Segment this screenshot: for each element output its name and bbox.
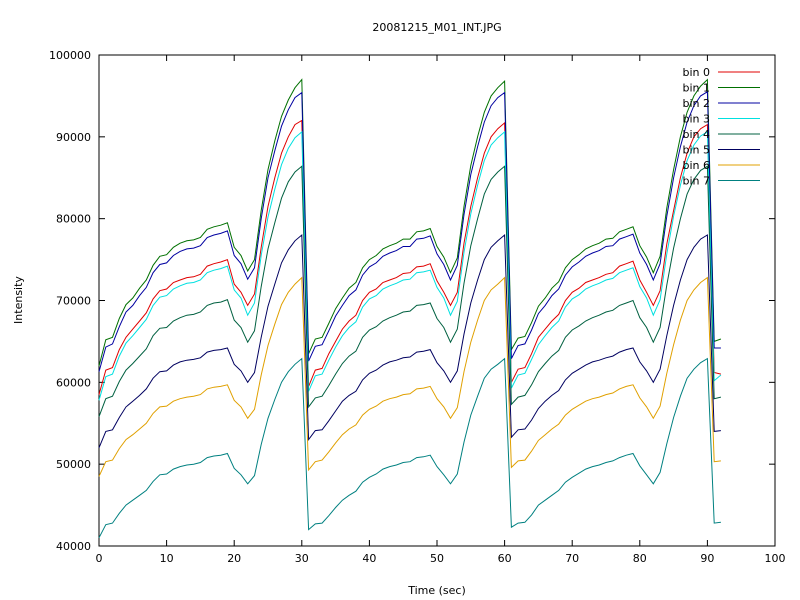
chart-title: 20081215_M01_INT.JPG	[372, 21, 501, 34]
x-tick-label: 0	[96, 552, 103, 565]
x-tick-label: 80	[633, 552, 647, 565]
x-tick-label: 20	[227, 552, 241, 565]
x-tick-label: 70	[565, 552, 579, 565]
axis-ticks: 0 10 20 30 40 50 60 70 80 90 100 40000 50000 60000 700…	[49, 49, 786, 565]
y-tick-label: 70000	[56, 295, 91, 308]
y-tick-label: 40000	[56, 540, 91, 553]
x-tick-label: 100	[765, 552, 786, 565]
y-tick-label: 90000	[56, 131, 91, 144]
series-line-bin-5	[98, 233, 721, 448]
x-tick-label: 60	[498, 552, 512, 565]
series-line-bin-2	[98, 90, 721, 372]
legend: bin 0 bin 1 bin 2 bin 3 bin 4 bin 5 bin 6 bin 7	[682, 66, 760, 188]
legend-label-bin-5: bin 5	[682, 144, 710, 157]
y-tick-label: 60000	[56, 376, 91, 389]
legend-label-bin-3: bin 3	[682, 113, 710, 126]
series-group	[98, 78, 722, 539]
series-line-bin-7	[98, 357, 721, 539]
legend-label-bin-2: bin 2	[682, 97, 710, 110]
series-line-bin-0	[98, 119, 722, 395]
x-axis-label: Time (sec)	[407, 584, 466, 597]
legend-label-bin-4: bin 4	[682, 128, 710, 141]
legend-label-bin-0: bin 0	[682, 66, 710, 79]
y-tick-label: 100000	[49, 49, 91, 62]
y-axis-label: Intensity	[12, 276, 25, 324]
x-tick-label: 30	[295, 552, 309, 565]
y-tick-label: 80000	[56, 213, 91, 226]
series-line-bin-6	[98, 276, 721, 477]
plot-frame	[98, 54, 776, 547]
y-tick-label: 50000	[56, 458, 91, 471]
legend-label-bin-1: bin 1	[682, 82, 710, 95]
x-tick-label: 40	[362, 552, 376, 565]
legend-label-bin-6: bin 6	[682, 159, 710, 172]
series-line-bin-3	[98, 130, 722, 401]
legend-label-bin-7: bin 7	[682, 175, 710, 188]
series-line-bin-4	[98, 165, 722, 417]
x-tick-label: 50	[430, 552, 444, 565]
series-line-bin-1	[98, 78, 722, 367]
x-tick-label: 90	[700, 552, 714, 565]
x-tick-label: 10	[160, 552, 174, 565]
